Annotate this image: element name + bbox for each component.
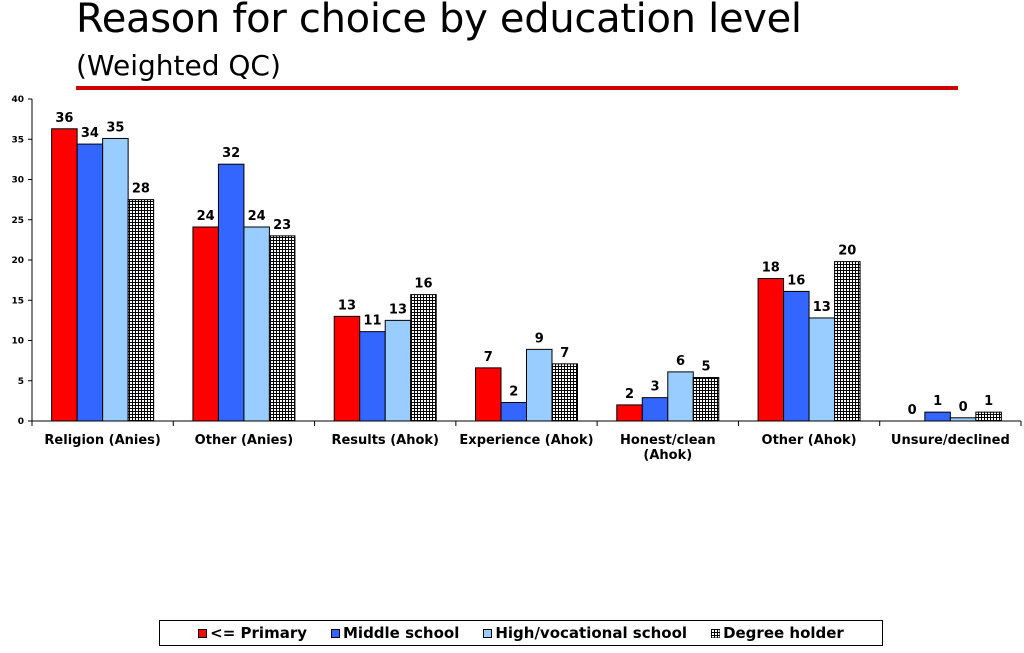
- bar: [616, 404, 643, 422]
- y-tick-label: 0: [18, 417, 24, 427]
- data-label: 16: [787, 273, 805, 288]
- bar: [359, 331, 386, 422]
- data-label: 5: [702, 360, 711, 375]
- legend-label-degree-holder: Degree holder: [723, 624, 844, 642]
- data-label: 13: [338, 298, 356, 313]
- data-label: 18: [762, 261, 780, 276]
- legend-label-middle-school: Middle school: [343, 624, 460, 642]
- data-label: 24: [197, 209, 215, 224]
- x-tick-label: Unsure/declined: [891, 433, 1010, 448]
- data-label: 32: [222, 146, 240, 161]
- bar: [641, 397, 669, 422]
- legend-item-middle-school: Middle school: [331, 624, 459, 642]
- data-label: 34: [81, 126, 99, 141]
- data-label: 36: [55, 111, 73, 126]
- x-tick-label: (Ahok): [643, 448, 692, 463]
- bar: [692, 377, 720, 422]
- y-tick-label: 20: [11, 256, 24, 266]
- x-tick-label: Results (Ahok): [331, 433, 439, 448]
- y-tick-label: 35: [11, 135, 24, 145]
- data-label: 6: [676, 354, 685, 369]
- bar: [51, 128, 78, 422]
- data-label: 16: [414, 277, 432, 292]
- x-tick-label: Experience (Ahok): [459, 433, 593, 448]
- legend-swatch-degree-holder: [711, 628, 721, 638]
- y-tick-label: 15: [11, 296, 24, 306]
- x-tick-label: Other (Ahok): [762, 433, 857, 448]
- y-tick-label: 10: [11, 337, 24, 347]
- bar: [783, 290, 810, 422]
- data-label: 2: [509, 384, 518, 399]
- chart-legend: <= Primary Middle school High/vocational…: [159, 620, 883, 646]
- legend-item-primary: <= Primary: [198, 624, 307, 642]
- x-tick-label: Other (Anies): [195, 433, 293, 448]
- data-label: 23: [273, 218, 291, 233]
- bar: [975, 411, 1002, 422]
- bar: [924, 411, 951, 422]
- bar: [949, 417, 977, 422]
- bar: [268, 235, 296, 422]
- data-label: 0: [908, 403, 917, 418]
- data-label: 2: [625, 387, 634, 402]
- bar: [217, 163, 245, 422]
- legend-item-high-vocational: High/vocational school: [483, 624, 687, 642]
- y-tick-label: 30: [11, 176, 24, 186]
- chart-bars: [51, 128, 1002, 422]
- bar: [127, 199, 155, 422]
- bar: [667, 371, 694, 422]
- y-tick-label: 5: [18, 377, 24, 387]
- data-label: 7: [560, 346, 569, 361]
- bar: [526, 348, 553, 422]
- data-label: 24: [248, 209, 266, 224]
- data-label: 35: [106, 120, 124, 135]
- data-label: 7: [484, 350, 493, 365]
- data-label: 13: [389, 302, 407, 317]
- data-label: 1: [933, 394, 942, 409]
- data-label: 0: [959, 400, 968, 415]
- data-label: 3: [651, 380, 660, 395]
- page-title: Reason for choice by education level: [76, 0, 802, 42]
- data-label: 9: [535, 331, 544, 346]
- bar: [834, 261, 861, 422]
- bar: [333, 315, 361, 422]
- legend-swatch-middle-school: [331, 628, 340, 638]
- legend-item-degree-holder: Degree holder: [711, 624, 844, 642]
- data-label: 11: [363, 314, 381, 329]
- bar: [475, 367, 502, 422]
- y-tick-label: 25: [11, 216, 24, 226]
- data-label: 1: [984, 394, 993, 409]
- legend-label-high-vocational: High/vocational school: [495, 624, 688, 642]
- bar: [76, 143, 104, 422]
- bar: [384, 319, 412, 422]
- bar: [410, 294, 437, 422]
- bar: [500, 401, 527, 422]
- bar: [192, 226, 219, 422]
- x-tick-label: Religion (Anies): [44, 433, 160, 448]
- legend-label-primary: <= Primary: [210, 624, 307, 642]
- data-label: 13: [813, 300, 831, 315]
- legend-swatch-primary: [198, 628, 208, 638]
- data-label: 20: [838, 244, 856, 259]
- y-tick-label: 40: [11, 95, 24, 105]
- page-subtitle: (Weighted QC): [76, 49, 281, 82]
- bar: [551, 363, 578, 422]
- bar: [757, 278, 785, 422]
- data-label: 28: [132, 182, 150, 197]
- x-tick-label: Honest/clean: [620, 433, 716, 448]
- title-underline: [76, 86, 958, 90]
- bar: [102, 137, 129, 422]
- bar: [808, 317, 836, 422]
- legend-swatch-high-vocational: [483, 628, 493, 638]
- bar: [243, 226, 270, 422]
